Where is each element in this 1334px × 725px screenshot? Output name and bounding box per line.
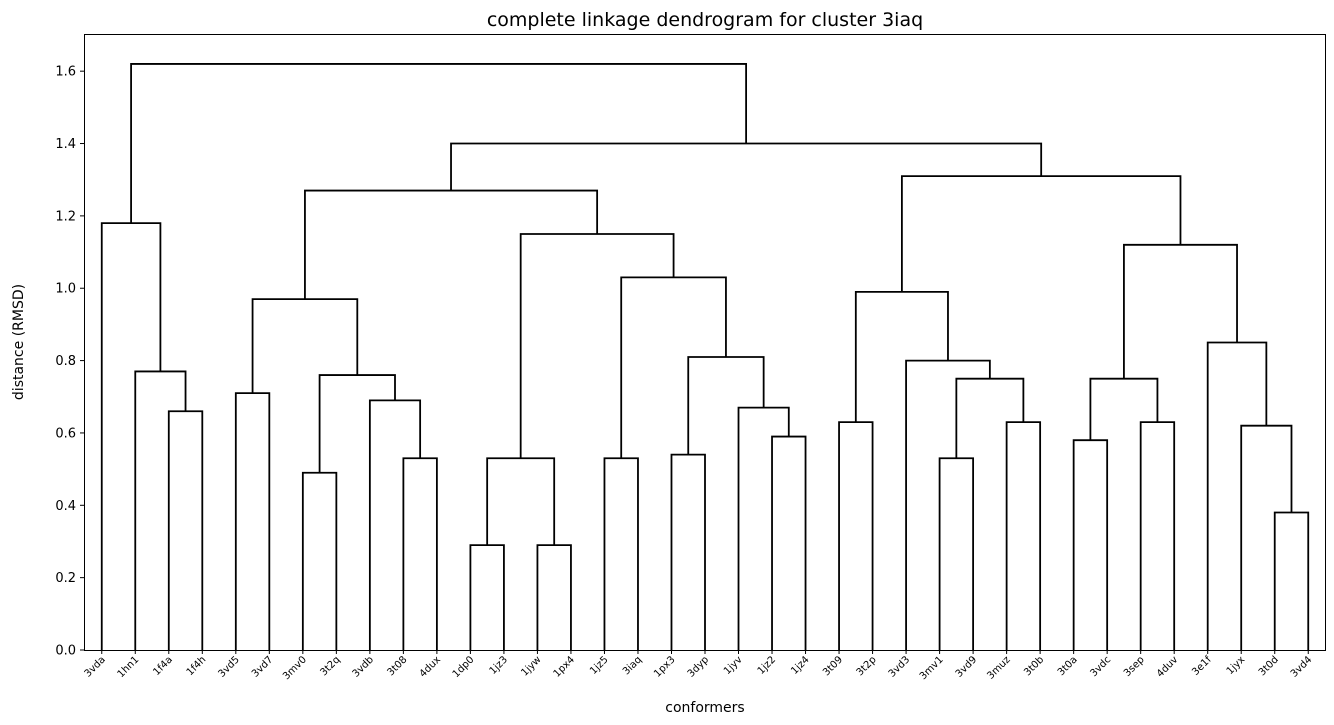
dendrogram-link — [1005, 421, 1042, 650]
y-tick-label: 0.6 — [55, 426, 76, 441]
dendrogram-link — [1089, 377, 1159, 441]
dendrogram-link — [620, 276, 727, 459]
x-tick-label: 3e1f — [1190, 654, 1214, 678]
x-axis: 3vda 1hn1 1f4a 1f4h 3vd5 3vd7 3mv0 3t2q 3vdb 3t08… — [83, 650, 1314, 682]
x-tick-label: 3vda — [83, 654, 108, 679]
y-axis: 0.0 0.2 0.4 0.6 0.8 1.0 1.2 1.4 1.6 — [55, 65, 85, 659]
dendrogram-link — [955, 377, 1025, 459]
x-tick-label: 3t2q — [318, 654, 342, 678]
dendrogram-link — [1123, 243, 1238, 379]
x-tick-label: 4duv — [1155, 654, 1180, 679]
dendrogram-link — [167, 410, 204, 650]
x-tick-label: 3vd3 — [887, 654, 912, 679]
dendrogram-link — [130, 63, 748, 224]
dendrogram-link — [1240, 424, 1293, 650]
dendrogram-link — [737, 406, 790, 650]
dendrogram-link — [670, 453, 706, 650]
dendrogram-link — [838, 421, 874, 650]
x-tick-label: 1jz4 — [789, 654, 811, 676]
dendrogram-link — [486, 457, 556, 546]
chart-title: complete linkage dendrogram for cluster … — [487, 9, 923, 31]
y-axis-label: distance (RMSD) — [11, 284, 27, 400]
x-axis-label: conformers — [665, 700, 744, 716]
x-tick-label: 3t2p — [855, 654, 879, 678]
x-tick-label: 3mv1 — [918, 654, 946, 682]
y-tick-label: 0.8 — [55, 354, 76, 369]
x-tick-label: 1px4 — [552, 654, 577, 679]
dendrogram-link — [900, 175, 1182, 292]
x-tick-label: 1px3 — [652, 654, 677, 679]
x-tick-label: 1dp0 — [451, 654, 477, 680]
x-tick-label: 3t08 — [385, 654, 409, 678]
x-tick-label: 1f4a — [151, 654, 175, 678]
dendrogram-link — [905, 359, 991, 650]
dendrogram-link — [771, 435, 807, 650]
x-tick-label: 3t0b — [1022, 654, 1046, 678]
dendrogram-link — [1072, 439, 1109, 650]
y-tick-label: 0.2 — [55, 571, 76, 586]
dendrogram-link — [1273, 511, 1310, 650]
y-tick-label: 1.2 — [55, 209, 76, 224]
dendrogram-link — [251, 298, 359, 394]
x-tick-label: 1jyv — [722, 654, 745, 677]
dendrogram-link — [301, 471, 338, 650]
y-tick-label: 0.0 — [55, 644, 76, 659]
x-tick-label: 3t0d — [1257, 654, 1281, 678]
x-tick-label: 3vdb — [351, 654, 376, 679]
dendrogram-link — [603, 457, 639, 650]
x-tick-label: 1jz2 — [756, 654, 778, 676]
dendrogram-link — [854, 290, 949, 423]
x-tick-label: 3vd9 — [954, 654, 979, 679]
x-tick-label: 3mv0 — [281, 654, 309, 682]
dendrogram-link — [519, 233, 675, 459]
dendrogram-link — [402, 457, 438, 650]
y-tick-label: 0.4 — [55, 499, 76, 514]
dendrogram-link — [100, 222, 162, 650]
x-tick-label: 3vdc — [1088, 654, 1113, 679]
x-tick-label: 1jz5 — [588, 654, 610, 676]
x-tick-label: 3t09 — [821, 654, 845, 678]
x-tick-label: 3dyp — [686, 654, 711, 679]
dendrogram-link — [687, 356, 765, 455]
x-tick-label: 3sep — [1122, 654, 1147, 679]
x-tick-label: 1jz3 — [488, 654, 510, 676]
dendrogram-links — [100, 63, 1310, 650]
dendrogram-link — [234, 392, 271, 650]
x-tick-label: 3t0a — [1056, 654, 1080, 678]
dendrogram-link — [469, 544, 505, 650]
dendrogram-link — [134, 370, 187, 650]
dendrogram-link — [1139, 421, 1176, 650]
dendrogram-link — [368, 399, 422, 650]
y-tick-label: 1.4 — [55, 137, 76, 152]
x-tick-label: 1f4h — [185, 654, 209, 678]
x-tick-label: 1hn1 — [116, 654, 142, 680]
x-tick-label: 1jyw — [519, 654, 543, 678]
dendrogram-link — [318, 374, 396, 473]
x-tick-label: 3vd4 — [1289, 654, 1314, 679]
y-tick-label: 1.6 — [55, 65, 76, 80]
x-tick-label: 3muz — [985, 654, 1012, 681]
dendrogram-link — [1206, 341, 1268, 650]
x-tick-label: 3iaq — [621, 654, 644, 677]
x-tick-label: 3vd5 — [216, 654, 241, 679]
dendrogram-link — [536, 544, 572, 650]
x-tick-label: 3vd7 — [250, 654, 275, 679]
dendrogram-link — [938, 457, 975, 650]
x-tick-label: 4dux — [418, 654, 443, 679]
x-tick-label: 1jyx — [1225, 654, 1248, 677]
y-tick-label: 1.0 — [55, 282, 76, 297]
dendrogram-link — [450, 142, 1043, 191]
dendrogram-link — [304, 189, 599, 300]
